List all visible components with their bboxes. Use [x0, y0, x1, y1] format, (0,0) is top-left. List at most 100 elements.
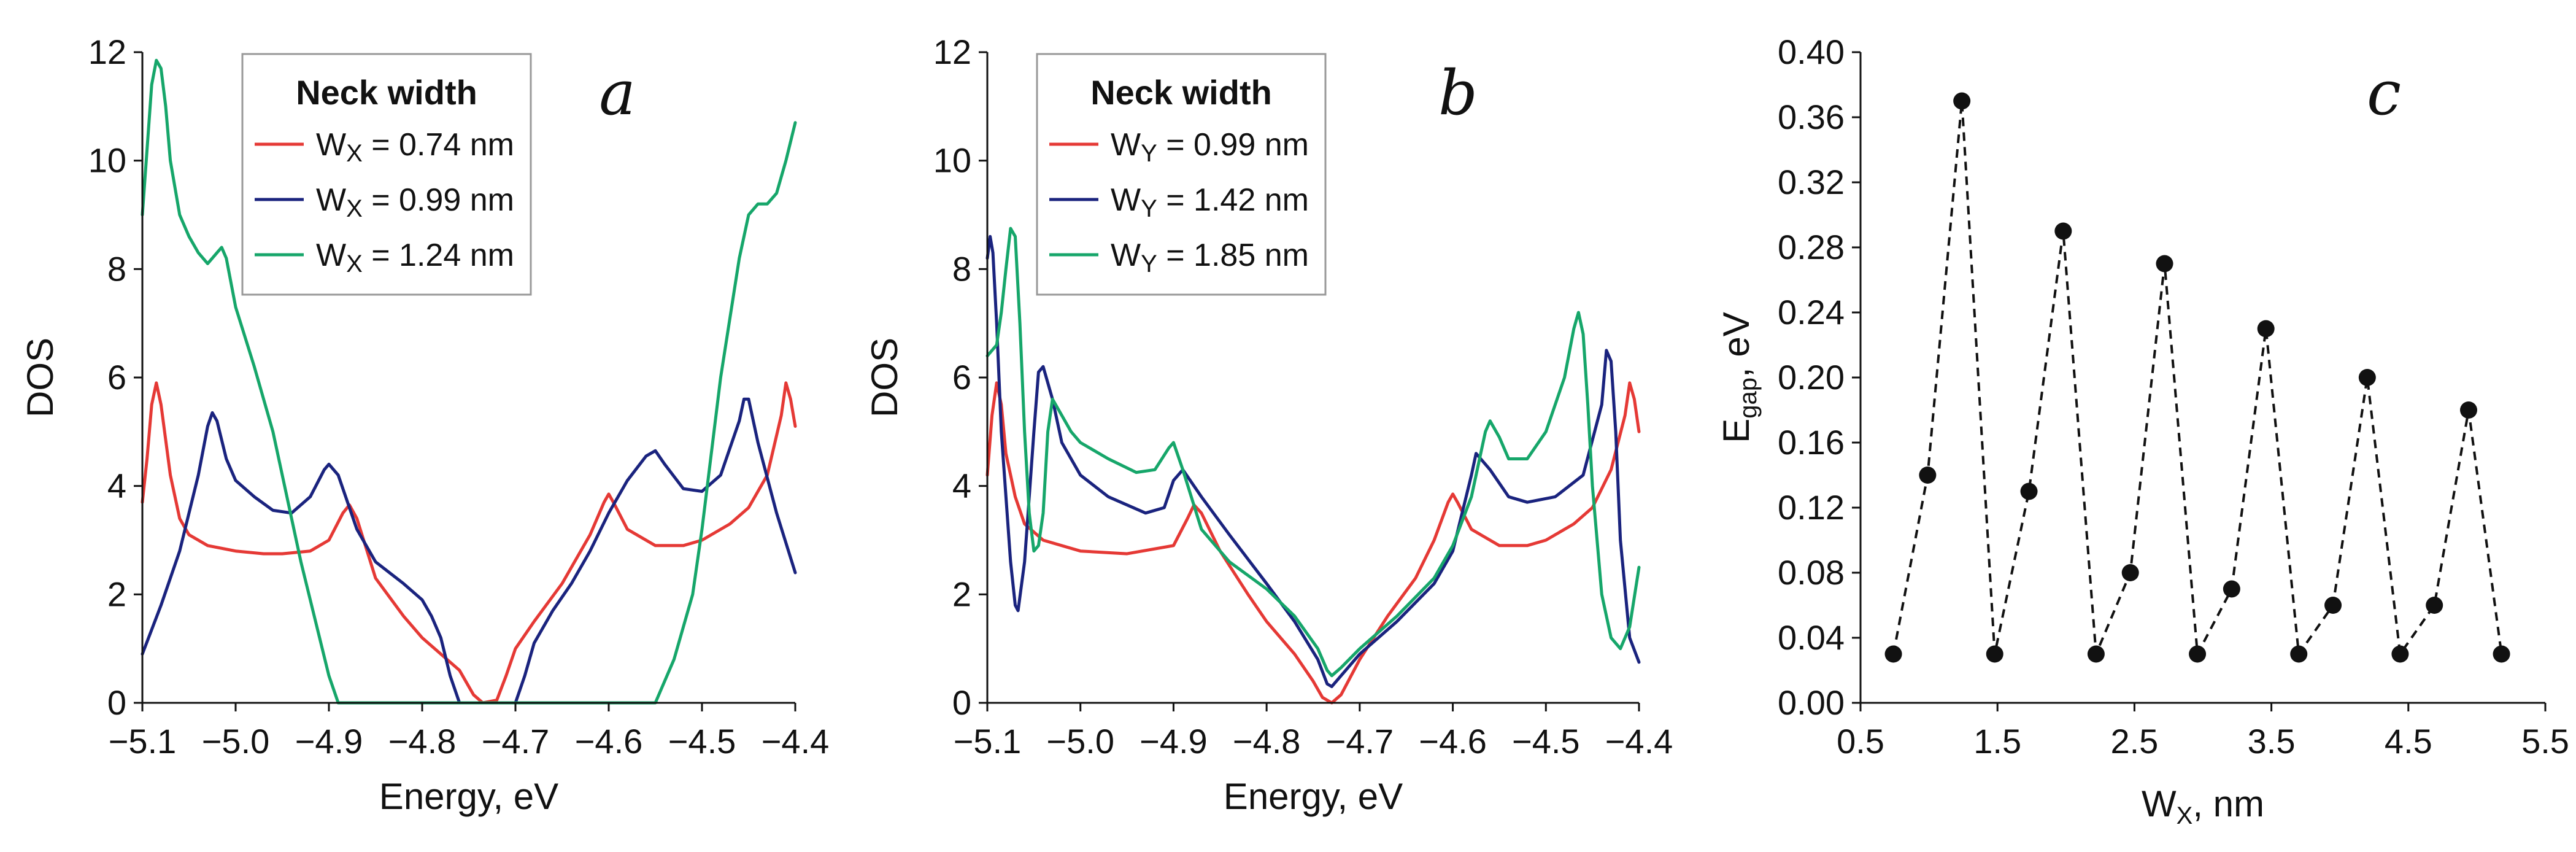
panel-a-legend-title: Neck width	[296, 73, 477, 112]
panel-c-x-tick-label: 0.5	[1837, 722, 1884, 761]
panel-a-x-tick-label: −4.8	[388, 722, 457, 761]
panel-a-legend-entry-3: WX = 1.24 nm	[316, 238, 514, 277]
panel-c-y-tick-label: 0.20	[1778, 358, 1845, 397]
panel-c-data-point	[2223, 580, 2240, 598]
panel-c-data-point	[2087, 645, 2105, 663]
panel-a-x-tick-label: −5.0	[202, 722, 270, 761]
panel-c-data-point	[2426, 597, 2443, 614]
panel-c-y-tick-label: 0.12	[1778, 488, 1845, 527]
panel-c-label: c	[2367, 57, 2401, 129]
panel-c-x-tick-label: 1.5	[1973, 722, 2021, 761]
panel-c-data-point	[2493, 645, 2510, 663]
panel-c-dashed-connector	[1892, 101, 2503, 659]
panel-b-y-tick-label: 0	[952, 683, 971, 722]
panel-a-y-axis-label: DOS	[20, 338, 61, 417]
panel-a-x-tick-label: −4.6	[575, 722, 643, 761]
panel-b-label: b	[1438, 57, 1478, 129]
panel-c-data-point	[2121, 564, 2139, 581]
panel-c-data-point	[2156, 255, 2173, 273]
panel-c-y-tick-label: 0.36	[1778, 98, 1845, 136]
panel-c-y-tick-label: 0.04	[1778, 618, 1845, 657]
panel-a-label: a	[599, 57, 636, 129]
panel-a-legend-entry-1: WX = 0.74 nm	[316, 127, 514, 167]
panel-b-y-tick-label: 6	[952, 358, 971, 397]
panel-c-y-tick-label: 0.28	[1778, 228, 1845, 266]
panel-a-y-tick-label: 12	[88, 33, 126, 71]
panel-b-y-tick-label: 8	[952, 249, 971, 288]
panel-b-x-tick-label: −4.6	[1419, 722, 1487, 761]
panel-a-y-tick-label: 2	[107, 575, 126, 613]
panel-a-legend: Neck width WX = 0.74 nm WX = 0.99 nm WX …	[241, 53, 532, 296]
panel-a-series	[141, 58, 797, 705]
panel-a-y-tick-label: 0	[107, 683, 126, 722]
panel-a-series-line-1	[141, 381, 797, 705]
panel-c-data-point	[1953, 92, 1971, 110]
panel-a-x-tick-label: −4.9	[295, 722, 363, 761]
panel-b-series	[985, 227, 1641, 705]
panel-a-y-tick-label: 6	[107, 358, 126, 397]
panel-c-y-tick-label: 0.08	[1778, 553, 1845, 592]
panel-b-series-line-3	[985, 227, 1641, 678]
panel-a-x-tick-label: −4.4	[762, 722, 830, 761]
panel-a-chart: 0 2 4 6 8 10 12 −5.1 −5.0 −4.9 −4.8 −4.7 −4.6 −4.5 −4…	[20, 33, 829, 817]
panel-b-x-tick-label: −4.7	[1326, 722, 1394, 761]
panel-c-data-point	[2054, 222, 2072, 240]
panel-a-x-tick-label: −4.7	[482, 722, 550, 761]
panel-c-data-point	[2290, 645, 2308, 663]
panel-c-data-point	[2460, 401, 2478, 419]
panel-b-series-line-2	[985, 234, 1641, 688]
panel-b-chart: 0 2 4 6 8 10 12 −5.1 −5.0 −4.9 −4.8 −4.7 −4.6 −4.5 −4…	[864, 33, 1673, 817]
panel-a-series-line-2	[141, 397, 797, 705]
panel-c-data-point	[2020, 482, 2038, 500]
panel-a-y-ticks: 0 2 4 6 8 10 12	[88, 33, 142, 722]
panel-b-series-line-1	[985, 381, 1641, 705]
panel-b-x-ticks: −5.1 −5.0 −4.9 −4.8 −4.7 −4.6 −4.5 −4.4	[954, 703, 1673, 761]
panel-c-x-tick-label: 3.5	[2248, 722, 2296, 761]
panel-b-x-tick-label: −4.4	[1605, 722, 1673, 761]
panel-b-x-axis-label: Energy, eV	[1224, 776, 1403, 817]
panel-c-x-tick-label: 5.5	[2521, 722, 2569, 761]
panel-b-x-tick-label: −4.5	[1512, 722, 1580, 761]
panel-b-legend-entry-2: WY = 1.42 nm	[1111, 182, 1309, 222]
panel-c-data-point	[2189, 645, 2207, 663]
panel-c-data-point	[1884, 645, 1902, 663]
panel-c-chart: 0.00 0.04 0.08 0.12 0.16 0.20 0.24 0.28 0.32 0.36…	[1716, 33, 2569, 829]
panel-c-y-tick-label: 0.40	[1778, 33, 1845, 71]
panel-c-y-tick-label: 0.00	[1778, 683, 1845, 722]
panel-c-data-point	[2324, 597, 2342, 614]
panel-b-legend-entry-1: WY = 0.99 nm	[1111, 127, 1309, 167]
panel-a-x-tick-label: −5.1	[109, 722, 177, 761]
panel-a-y-tick-label: 10	[88, 141, 126, 180]
panel-b-y-tick-label: 10	[933, 141, 971, 180]
panel-c-x-tick-label: 4.5	[2385, 722, 2432, 761]
panel-c-data-point	[1919, 467, 1937, 484]
panel-c-data-point	[1986, 645, 2003, 663]
panel-b-x-tick-label: −4.9	[1140, 722, 1208, 761]
panel-c-y-axis-label: Egap, eV	[1716, 312, 1762, 443]
panel-b-x-tick-label: −5.1	[954, 722, 1022, 761]
panel-c-x-tick-label: 2.5	[2110, 722, 2158, 761]
panel-b-y-axis-label: DOS	[864, 338, 905, 417]
panel-a-legend-entry-2: WX = 0.99 nm	[316, 182, 514, 222]
panel-b-y-ticks: 0 2 4 6 8 10 12	[933, 33, 987, 722]
panel-c-y-tick-label: 0.24	[1778, 293, 1845, 331]
panel-c-data-point	[2391, 645, 2409, 663]
panel-a-x-tick-label: −4.5	[668, 722, 736, 761]
panel-b-legend-entry-3: WY = 1.85 nm	[1111, 238, 1309, 277]
panel-b-y-tick-label: 12	[933, 33, 971, 71]
panel-a-y-tick-label: 4	[107, 467, 126, 505]
panel-c-x-axis-label: WX, nm	[2142, 783, 2264, 829]
panel-c-y-tick-label: 0.32	[1778, 163, 1845, 201]
panel-b-y-tick-label: 4	[952, 467, 971, 505]
panel-b-legend-box	[1036, 53, 1327, 296]
panel-b-legend-title: Neck width	[1090, 73, 1272, 112]
panel-c-data-point	[2257, 320, 2275, 338]
panel-c-data-point	[2358, 369, 2376, 386]
panel-c-y-ticks: 0.00 0.04 0.08 0.12 0.16 0.20 0.24 0.28 0.32 0.36…	[1778, 33, 1861, 722]
panel-a-series-line-3	[141, 58, 797, 705]
panel-b-legend: Neck width WY = 0.99 nm WY = 1.42 nm WY …	[1036, 53, 1327, 296]
panel-c-x-ticks: 0.5 1.5 2.5 3.5 4.5 5.5	[1837, 703, 2569, 761]
panel-a-y-tick-label: 8	[107, 249, 126, 288]
panel-b-x-tick-label: −5.0	[1046, 722, 1114, 761]
